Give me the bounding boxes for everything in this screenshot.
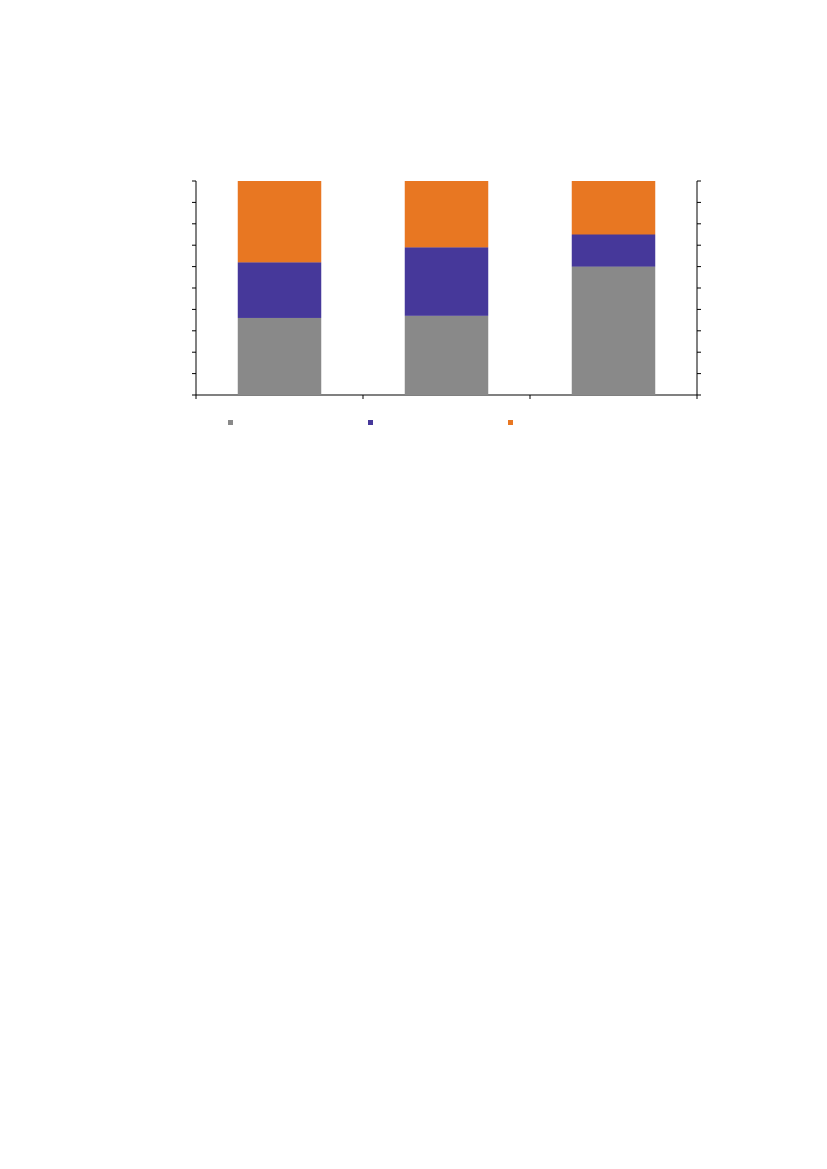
bar-segment [571, 234, 656, 267]
legend-swatch [368, 420, 373, 425]
bar-segment [237, 262, 322, 318]
bar-segment [404, 247, 489, 316]
bar-segment [404, 181, 489, 248]
bar-segment [237, 317, 322, 395]
bar-segment [237, 181, 322, 263]
bar-segment [404, 315, 489, 395]
bar-segment [571, 266, 656, 395]
legend-swatch [508, 420, 513, 425]
bar-segment [571, 181, 656, 235]
legend-swatch [228, 420, 233, 425]
